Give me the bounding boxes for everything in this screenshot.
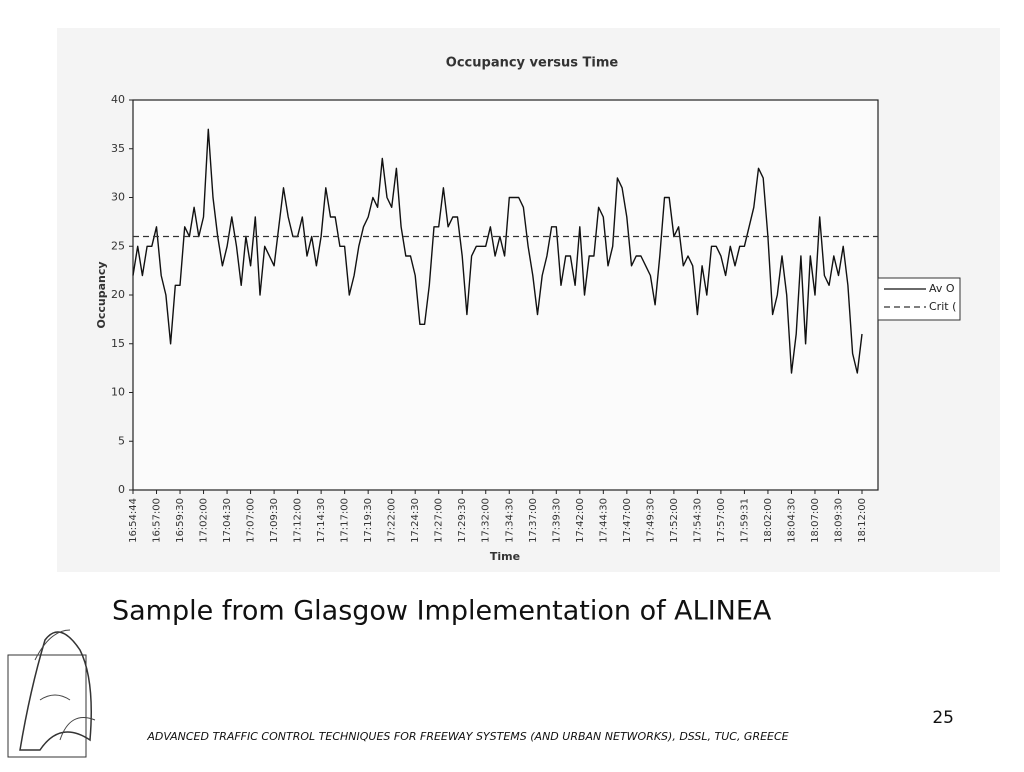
x-tick-label: 17:12:00 (293, 498, 304, 543)
x-tick-label: 17:47:00 (622, 498, 633, 543)
legend-label: Av O (929, 282, 955, 295)
x-tick-label: 17:54:30 (692, 498, 703, 543)
x-tick-label: 17:42:00 (575, 498, 586, 543)
logo-frame (7, 654, 87, 758)
x-tick-label: 17:04:30 (222, 498, 233, 543)
data-line (132, 128, 863, 374)
y-tick-label: 35 (111, 142, 125, 155)
y-tick-label: 20 (111, 288, 125, 301)
y-tick-label: 10 (111, 386, 125, 399)
x-tick-label: 17:07:00 (246, 498, 257, 543)
x-tick-label: 16:54:44 (128, 498, 139, 543)
y-axis-label: Occupancy (95, 261, 108, 328)
x-tick-label: 17:02:00 (199, 498, 210, 543)
x-tick-label: 18:07:00 (810, 498, 821, 543)
x-tick-label: 17:29:30 (457, 498, 468, 543)
legend-box (877, 277, 961, 321)
x-tick-label: 17:22:00 (387, 498, 398, 543)
x-tick-label: 16:57:00 (152, 498, 163, 543)
page-number: 25 (932, 708, 954, 728)
x-tick-label: 17:37:00 (528, 498, 539, 543)
x-tick-label: 17:27:00 (434, 498, 445, 543)
logo-figure (19, 631, 92, 751)
x-tick-label: 17:49:30 (645, 498, 656, 543)
x-tick-label: 17:39:30 (551, 498, 562, 543)
y-tick-label: 15 (111, 337, 125, 350)
x-tick-label: 17:09:30 (269, 498, 280, 543)
x-tick-label: 17:34:30 (504, 498, 515, 543)
x-tick-label: 16:59:30 (175, 498, 186, 543)
x-tick-label: 17:32:00 (481, 498, 492, 543)
plot-area (132, 99, 879, 491)
y-tick-label: 5 (118, 434, 125, 447)
x-tick-label: 17:59:31 (739, 498, 750, 543)
slide-heading: Sample from Glasgow Implementation of AL… (112, 596, 772, 627)
x-tick-label: 17:52:00 (669, 498, 680, 543)
x-tick-label: 17:24:30 (410, 498, 421, 543)
logo (7, 629, 96, 758)
x-tick-label: 18:04:30 (786, 498, 797, 543)
x-tick-label: 17:44:30 (598, 498, 609, 543)
y-tick-label: 40 (111, 93, 125, 106)
x-tick-label: 18:09:30 (833, 498, 844, 543)
y-tick-label: 30 (111, 191, 125, 204)
x-tick-label: 18:02:00 (763, 498, 774, 543)
y-tick-label: 25 (111, 239, 125, 252)
x-axis-label: Time (490, 550, 520, 563)
y-tick-label: 0 (118, 483, 125, 496)
legend-label: Crit ( (929, 300, 956, 313)
x-tick-label: 17:17:00 (340, 498, 351, 543)
footer: ADVANCED TRAFFIC CONTROL TECHNIQUES FOR … (146, 730, 788, 743)
x-tick-label: 18:12:00 (857, 498, 868, 543)
chart-title: Occupancy versus Time (446, 56, 619, 71)
x-tick-label: 17:19:30 (363, 498, 374, 543)
logo-wing (34, 629, 96, 741)
x-tick-label: 17:14:30 (316, 498, 327, 543)
x-tick-label: 17:57:00 (716, 498, 727, 543)
